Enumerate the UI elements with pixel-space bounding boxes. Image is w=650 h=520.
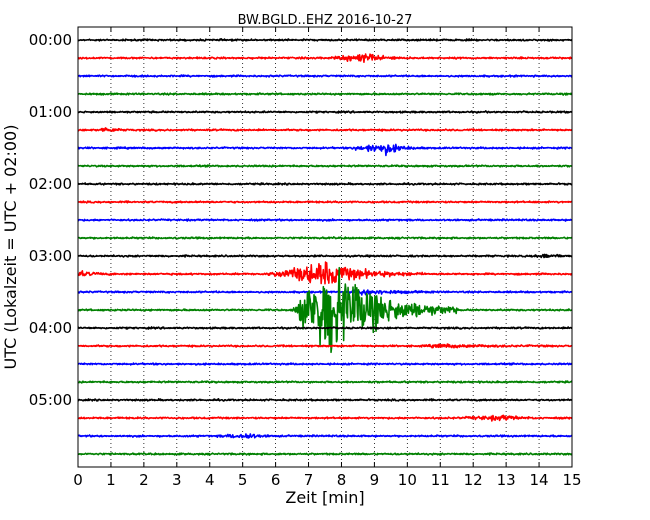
- y-tick-label: 05:00: [29, 391, 72, 409]
- x-tick-label: 12: [464, 471, 483, 489]
- seismogram-trace: [78, 414, 572, 422]
- seismogram-trace: [78, 200, 572, 204]
- chart-title: BW.BGLD..EHZ 2016-10-27: [238, 13, 413, 28]
- seismogram-trace: [78, 236, 572, 240]
- seismogram-trace: [78, 261, 572, 285]
- x-tick-label: 3: [172, 471, 182, 489]
- seismogram-trace: [78, 143, 572, 157]
- x-axis-label: Zeit [min]: [285, 488, 364, 507]
- x-tick-label: 4: [205, 471, 215, 489]
- x-tick-label: 8: [337, 471, 347, 489]
- y-tick-label: 00:00: [29, 31, 72, 49]
- y-tick-label: 02:00: [29, 175, 72, 193]
- x-tick-label: 14: [530, 471, 549, 489]
- seismogram-trace: [78, 110, 572, 114]
- seismogram-trace: [78, 53, 572, 64]
- seismogram-trace: [78, 182, 572, 186]
- x-tick-label: 1: [106, 471, 116, 489]
- x-tick-label: 5: [238, 471, 248, 489]
- x-axis-ticks: 0 1 2 3 4 5 6 7 8 9 10 11 12 13 14 15: [73, 27, 582, 489]
- x-tick-label: 6: [271, 471, 281, 489]
- seismogram-trace: [78, 452, 572, 456]
- seismogram-trace: [78, 266, 572, 354]
- seismogram-trace: [78, 218, 572, 222]
- seismogram-trace: [78, 343, 572, 349]
- seismogram-traces: [78, 38, 572, 456]
- x-tick-label: 11: [431, 471, 450, 489]
- seismogram-trace: [78, 38, 572, 42]
- x-tick-label: 2: [139, 471, 149, 489]
- grid-lines: [110, 27, 540, 467]
- seismogram-trace: [78, 253, 572, 259]
- seismogram-trace: [78, 74, 572, 78]
- seismogram-trace: [78, 164, 572, 168]
- seismogram-trace: [78, 398, 572, 402]
- x-tick-label: 15: [562, 471, 581, 489]
- y-axis-ticks: 00:00 01:00 02:00 03:00 04:00 05:00: [29, 31, 572, 409]
- seismogram-trace: [78, 92, 572, 96]
- y-tick-label: 01:00: [29, 103, 72, 121]
- plot-frame: [77, 26, 573, 468]
- seismogram-trace: [78, 362, 572, 366]
- seismogram-trace: [78, 433, 572, 439]
- seismogram-trace: [78, 127, 572, 132]
- y-tick-label: 03:00: [29, 247, 72, 265]
- seismogram-trace: [78, 380, 572, 384]
- x-tick-label: 9: [370, 471, 380, 489]
- x-tick-label: 13: [497, 471, 516, 489]
- x-tick-label: 7: [304, 471, 314, 489]
- x-tick-label: 0: [73, 471, 83, 489]
- seismogram-trace: [78, 326, 572, 330]
- y-axis-label: UTC (Lokalzeit = UTC + 02:00): [1, 125, 20, 370]
- y-tick-label: 04:00: [29, 319, 72, 337]
- x-tick-label: 10: [398, 471, 417, 489]
